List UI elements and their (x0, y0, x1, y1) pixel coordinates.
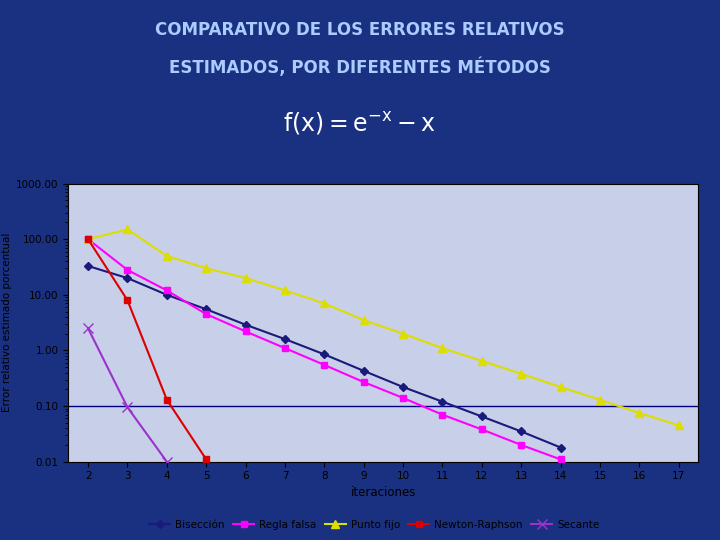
Regla falsa (320, 362, 328, 368)
Regla falsa (438, 411, 447, 418)
Punto fijo (517, 370, 526, 377)
Regla falsa (557, 456, 565, 463)
Punto fijo (202, 265, 210, 272)
Punto fijo (359, 317, 368, 323)
Punto fijo (281, 287, 289, 294)
Regla falsa (123, 267, 132, 273)
Text: COMPARATIVO DE LOS ERRORES RELATIVOS: COMPARATIVO DE LOS ERRORES RELATIVOS (156, 21, 564, 39)
Bisección (320, 351, 328, 357)
Bisección (123, 275, 132, 281)
Newton-Raphson (123, 297, 132, 303)
Punto fijo (557, 384, 565, 390)
Line: Regla falsa: Regla falsa (85, 236, 564, 463)
Punto fijo (241, 275, 250, 281)
Y-axis label: Error relativo estimado porcentual: Error relativo estimado porcentual (2, 233, 12, 413)
X-axis label: iteraciones: iteraciones (351, 485, 416, 498)
Bisección (359, 368, 368, 374)
Bisección (477, 413, 486, 420)
Punto fijo (635, 410, 644, 416)
Bisección (241, 321, 250, 328)
Bisección (163, 292, 171, 298)
Bisección (557, 444, 565, 451)
Legend: Bisección, Regla falsa, Punto fijo, Newton-Raphson, Secante: Bisección, Regla falsa, Punto fijo, Newt… (145, 515, 603, 534)
Punto fijo (477, 357, 486, 364)
Regla falsa (202, 311, 210, 318)
Newton-Raphson (84, 236, 92, 242)
Line: Punto fijo: Punto fijo (84, 225, 683, 429)
Punto fijo (595, 396, 604, 403)
Regla falsa (281, 345, 289, 352)
Punto fijo (84, 236, 92, 242)
Regla falsa (517, 442, 526, 448)
Regla falsa (241, 328, 250, 335)
Bisección (399, 384, 408, 390)
Text: ESTIMADOS, POR DIFERENTES MÉTODOS: ESTIMADOS, POR DIFERENTES MÉTODOS (169, 57, 551, 77)
Line: Newton-Raphson: Newton-Raphson (85, 236, 210, 463)
Bisección (517, 428, 526, 435)
Regla falsa (359, 379, 368, 386)
Bisección (438, 399, 447, 405)
Punto fijo (438, 345, 447, 352)
Bisección (84, 263, 92, 269)
Punto fijo (399, 330, 408, 337)
Punto fijo (675, 422, 683, 429)
Regla falsa (477, 426, 486, 433)
Line: Secante: Secante (84, 323, 171, 467)
Regla falsa (163, 287, 171, 294)
Punto fijo (123, 226, 132, 233)
Line: Bisección: Bisección (85, 263, 563, 450)
Secante (123, 404, 132, 410)
Text: $\mathregular{f(x) = e^{-x} - x}$: $\mathregular{f(x) = e^{-x} - x}$ (284, 110, 436, 137)
Punto fijo (320, 300, 328, 307)
Secante (84, 325, 92, 332)
Secante (163, 458, 171, 465)
Regla falsa (399, 395, 408, 401)
Bisección (281, 336, 289, 342)
Newton-Raphson (202, 456, 210, 463)
Newton-Raphson (163, 396, 171, 403)
Regla falsa (84, 236, 92, 242)
Punto fijo (163, 253, 171, 259)
Bisección (202, 306, 210, 313)
